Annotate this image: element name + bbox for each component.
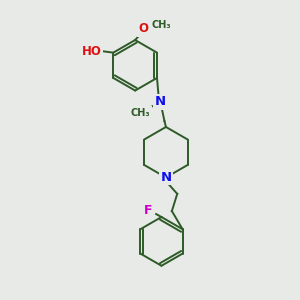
Text: CH₃: CH₃: [152, 20, 171, 30]
Text: O: O: [139, 22, 148, 35]
Text: F: F: [144, 204, 152, 217]
Text: HO: HO: [82, 45, 102, 58]
Text: N: N: [154, 95, 166, 108]
Text: N: N: [160, 171, 172, 184]
Text: CH₃: CH₃: [131, 108, 151, 118]
